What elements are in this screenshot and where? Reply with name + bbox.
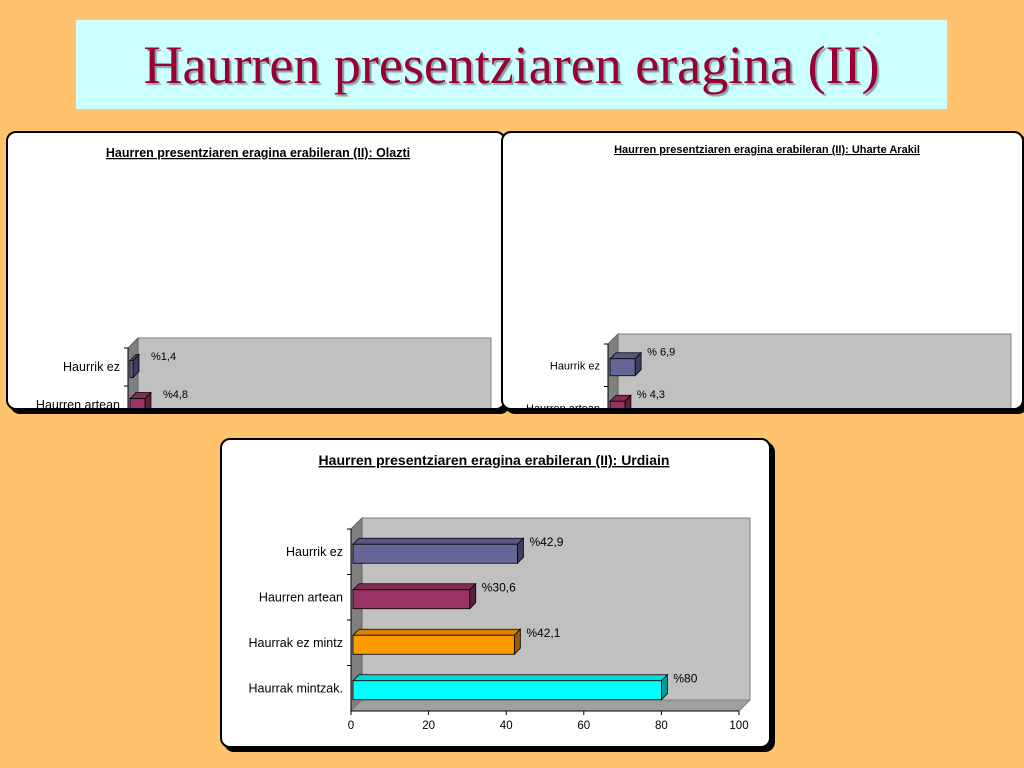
data-label: % 6,9 xyxy=(647,346,675,358)
x-tick-label: 20 xyxy=(422,720,435,732)
bar-top xyxy=(352,674,669,682)
x-tick-label: 60 xyxy=(577,720,590,732)
x-tick-label: 100 xyxy=(729,720,748,732)
plot-floor xyxy=(349,699,752,712)
data-label: %42,9 xyxy=(529,535,563,549)
chart-olazti: Haurren presentziaren eragina erabileran… xyxy=(36,146,492,410)
data-label: % 4,3 xyxy=(637,389,665,401)
bar-top xyxy=(352,583,477,591)
data-label: %80 xyxy=(673,671,697,685)
bar-top xyxy=(352,628,522,636)
bar xyxy=(609,358,636,377)
category-label: Haurren artean xyxy=(259,590,343,604)
bar xyxy=(129,398,146,408)
data-label: %4,8 xyxy=(163,389,188,401)
chart-panel-olazti: Haurren presentziaren eragina erabileran… xyxy=(6,131,506,410)
category-label: Haurrik ez xyxy=(550,360,600,372)
bar-side xyxy=(624,394,632,408)
category-label: Haurrak mintzak. xyxy=(249,681,343,695)
bar xyxy=(352,680,662,701)
plot-back-wall xyxy=(137,337,492,408)
category-label: Haurren artean xyxy=(526,403,600,410)
data-label: %42,1 xyxy=(526,626,560,640)
bar xyxy=(352,589,471,610)
category-label: Haurren artean xyxy=(36,398,120,410)
bar xyxy=(609,400,626,408)
chart-urdiain: Haurren presentziaren eragina erabileran… xyxy=(249,452,752,732)
bar-top xyxy=(352,537,525,545)
category-label: Haurrik ez xyxy=(286,545,343,559)
chart-uharte-arakil: Haurren presentziaren eragina erabileran… xyxy=(526,144,1012,410)
slide-title-box: Haurren presentziaren eragina (II) xyxy=(76,20,947,109)
slide-title: Haurren presentziaren eragina (II) xyxy=(143,34,880,95)
x-tick-label: 0 xyxy=(348,720,354,732)
chart-title: Haurren presentziaren eragina erabileran… xyxy=(319,452,670,468)
chart-title: Haurren presentziaren eragina erabileran… xyxy=(106,146,410,160)
chart-panel-uharte-arakil: Haurren presentziaren eragina erabileran… xyxy=(501,131,1024,410)
plot-back-wall xyxy=(617,333,1012,408)
data-label: %1,4 xyxy=(151,351,176,363)
chart-title: Haurren presentziaren eragina erabileran… xyxy=(614,144,920,156)
bar xyxy=(352,634,515,655)
category-label: Haurrak ez mintz xyxy=(249,636,343,650)
bar-side xyxy=(144,391,152,408)
data-label: %30,6 xyxy=(482,580,516,594)
x-tick-label: 80 xyxy=(655,720,668,732)
bar xyxy=(129,360,134,378)
bar xyxy=(352,543,518,564)
category-label: Haurrik ez xyxy=(63,360,120,374)
chart-panel-urdiain: Haurren presentziaren eragina erabileran… xyxy=(220,438,771,748)
x-tick-label: 40 xyxy=(500,720,513,732)
